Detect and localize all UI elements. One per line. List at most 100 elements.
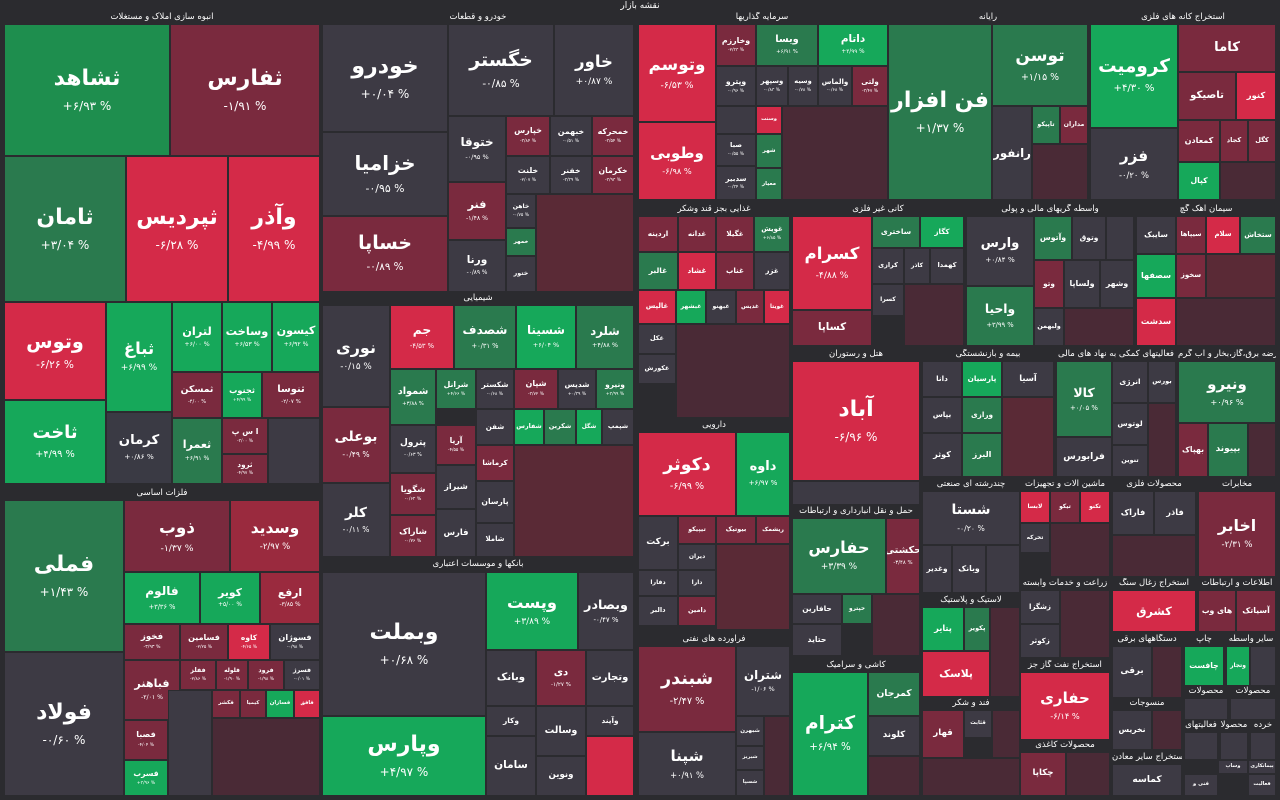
stock-tile[interactable]: شیریز — [736, 746, 764, 770]
stock-tile[interactable]: وپارس +۴/۹۷ % — [322, 716, 486, 796]
stock-tile[interactable]: وارس +۰/۸۴ % — [966, 216, 1034, 286]
stock-tile[interactable]: ونیرو +۰/۹۶ % — [1178, 361, 1276, 423]
stock-tile[interactable]: خگستر -۰/۸۵ % — [448, 24, 554, 116]
stock-tile[interactable]: قهار — [922, 710, 964, 758]
stock-tile[interactable]: وتجارت — [586, 650, 634, 706]
stock-tile[interactable]: تکنو — [1080, 491, 1110, 523]
stock-tile[interactable]: ثعمرا +۶/۹۱ % — [172, 418, 222, 484]
stock-tile[interactable]: وبملت +۰/۶۸ % — [322, 572, 486, 716]
stock-tile[interactable]: پارسیان — [962, 361, 1002, 397]
stock-tile[interactable]: وشهر — [1100, 260, 1134, 308]
stock-tile[interactable]: وبانک — [486, 650, 536, 706]
stock-tile[interactable]: فرود -۱/۹۸ % — [248, 660, 284, 690]
stock-tile[interactable]: توسن +۱/۱۵ % — [992, 24, 1088, 106]
stock-tile[interactable]: شهر — [756, 134, 782, 168]
stock-tile[interactable]: کاذر — [904, 248, 930, 284]
stock-tile[interactable] — [268, 418, 320, 484]
stock-tile[interactable]: فسازان — [266, 690, 294, 718]
stock-tile[interactable]: آباد -۶/۹۶ % — [792, 361, 920, 481]
stock-tile[interactable]: کجاد — [1220, 120, 1248, 162]
stock-tile[interactable]: رانفور — [992, 106, 1032, 200]
stock-tile[interactable]: پتایر — [922, 607, 964, 651]
stock-tile[interactable]: شپان -۳/۷۲ % — [514, 369, 558, 409]
stock-tile[interactable]: سلام — [1206, 216, 1240, 254]
stock-tile[interactable]: جم -۴/۵۳ % — [390, 305, 454, 369]
stock-tile[interactable]: وساخت +۶/۵۳ % — [222, 302, 272, 372]
stock-tile[interactable]: فسرب +۳/۹۶ % — [124, 760, 168, 796]
stock-tile[interactable]: ارفع -۳/۸۵ % — [260, 572, 320, 624]
stock-tile[interactable]: وتوس -۶/۲۶ % — [4, 302, 106, 400]
stock-tile[interactable]: وسدید -۲/۹۷ % — [230, 500, 320, 572]
stock-tile[interactable]: سصفها — [1136, 254, 1176, 298]
stock-tile[interactable]: فالوم +۳/۳۶ % — [124, 572, 200, 624]
stock-tile[interactable]: کیسون +۶/۹۲ % — [272, 302, 320, 372]
stock-tile[interactable]: ثمسکن -۴/۰۰ % — [172, 372, 222, 418]
stock-tile[interactable]: شفن — [476, 409, 514, 445]
stock-tile[interactable]: حفاری -۶/۱۴ % — [1020, 672, 1110, 740]
stock-tile[interactable]: وسالت — [536, 706, 586, 756]
stock-tile[interactable]: تیکو — [1050, 491, 1080, 523]
stock-tile[interactable]: فارس — [436, 509, 476, 557]
stock-tile[interactable]: خپارس -۳/۸۴ % — [506, 116, 550, 156]
stock-tile[interactable] — [764, 716, 790, 796]
stock-tile[interactable]: خکرمان -۳/۹۳ % — [592, 156, 634, 194]
stock-tile[interactable]: ختوقا -۰/۹۵ % — [448, 116, 506, 182]
stock-tile[interactable]: کنور — [1236, 72, 1276, 120]
stock-tile[interactable]: ثفارس -۱/۹۱ % — [170, 24, 320, 156]
stock-tile[interactable]: قثابت — [964, 710, 992, 738]
stock-tile[interactable]: کهمدا — [930, 248, 964, 284]
stock-tile[interactable]: شمواد +۳/۸۸ % — [390, 369, 436, 425]
stock-tile[interactable]: فرابورس — [1056, 437, 1112, 477]
stock-tile[interactable]: غدیس — [736, 290, 764, 324]
stock-tile[interactable]: سخوز — [1176, 254, 1206, 298]
stock-tile[interactable]: خاور +۰/۸۷ % — [554, 24, 634, 116]
stock-tile[interactable]: پکویر — [964, 607, 990, 651]
stock-tile[interactable]: فنی و — [1184, 774, 1218, 796]
stock-tile[interactable] — [212, 718, 320, 796]
stock-tile[interactable]: کگل — [1248, 120, 1276, 162]
stock-tile[interactable] — [1064, 308, 1134, 346]
stock-tile[interactable]: شکربن — [544, 409, 576, 445]
stock-tile[interactable]: ففلز -۲/۸۶ % — [180, 660, 216, 690]
stock-tile[interactable]: داوه +۶/۹۷ % — [736, 432, 790, 516]
stock-tile[interactable] — [792, 481, 920, 505]
stock-tile[interactable]: کالا +۰/۰۵ % — [1056, 361, 1112, 437]
stock-tile[interactable]: خفنر -۳/۳۹ % — [550, 156, 592, 194]
stock-tile[interactable]: وتو — [1034, 260, 1064, 308]
stock-tile[interactable]: تاپیکو — [1032, 106, 1060, 144]
stock-tile[interactable]: شرانل +۴/۶۶ % — [436, 369, 476, 409]
stock-tile[interactable]: وسیه -۰/۷۸ % — [788, 66, 818, 106]
stock-tile[interactable]: غویش +۶/۸۵ % — [754, 216, 790, 252]
stock-tile[interactable]: شپنا +۰/۹۱ % — [638, 732, 736, 796]
stock-tile[interactable]: فملی +۱/۴۳ % — [4, 500, 124, 652]
stock-tile[interactable]: دکوثر -۶/۹۹ % — [638, 432, 736, 516]
stock-tile[interactable]: غزر — [754, 252, 790, 290]
stock-tile[interactable]: دامین — [678, 596, 716, 626]
stock-tile[interactable]: دفارا — [638, 570, 678, 596]
stock-tile[interactable]: البرز — [962, 433, 1002, 477]
stock-tile[interactable] — [782, 106, 888, 200]
stock-tile[interactable]: شفارس — [514, 409, 544, 445]
stock-tile[interactable]: فکشر — [212, 690, 240, 718]
stock-tile[interactable] — [992, 710, 1020, 758]
stock-tile[interactable] — [1250, 646, 1276, 686]
stock-tile[interactable]: غدانه — [678, 216, 716, 252]
stock-tile[interactable] — [868, 756, 920, 796]
stock-tile[interactable]: پارسان — [476, 481, 514, 523]
stock-tile[interactable]: بیوتیک — [716, 516, 756, 544]
stock-tile[interactable]: حپترو — [842, 594, 872, 624]
stock-tile[interactable]: خاهن -۰/۷۵ % — [506, 194, 536, 228]
stock-tile[interactable]: لتران +۶/۰۰ % — [172, 302, 222, 372]
stock-tile[interactable]: دیران — [678, 544, 716, 570]
stock-tile[interactable] — [1184, 732, 1218, 760]
stock-tile[interactable]: ثشاهد +۶/۹۳ % — [4, 24, 170, 156]
stock-tile[interactable]: ثجنوب +۴/۹۹ % — [222, 372, 262, 418]
stock-tile[interactable]: لابسا — [1020, 491, 1050, 523]
stock-tile[interactable]: پیمانکاری — [1248, 760, 1276, 774]
stock-tile[interactable]: ا س پ -۳/۰۰ % — [222, 418, 268, 454]
stock-tile[interactable]: شکستر -۰/۶۸ % — [476, 369, 514, 409]
stock-tile[interactable]: ورازی — [962, 397, 1002, 433]
stock-tile[interactable]: فلوله -۱/۹۰ % — [216, 660, 248, 690]
stock-tile[interactable]: کسرا — [872, 284, 904, 316]
stock-tile[interactable]: غبشهر — [676, 290, 706, 324]
